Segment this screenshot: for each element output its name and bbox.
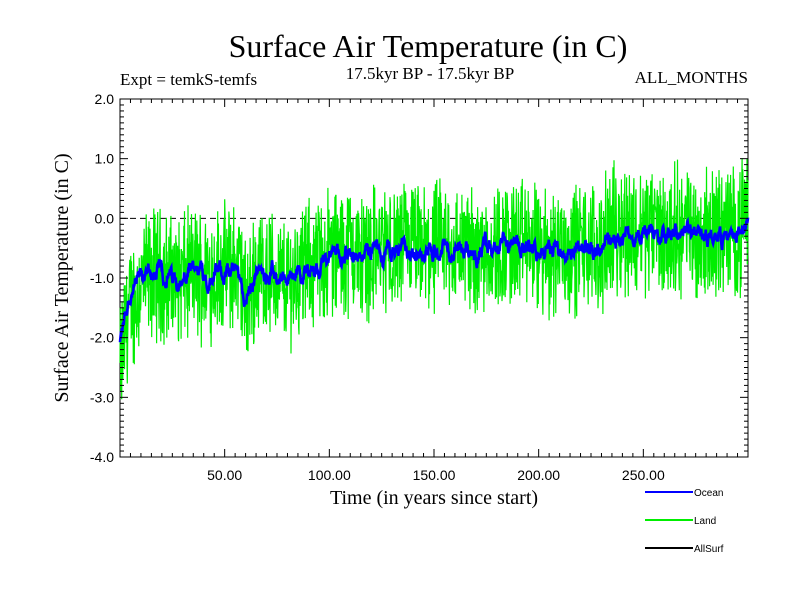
months-label: ALL_MONTHS [635,68,748,87]
legend-label-land: Land [694,516,716,527]
series-layer [118,158,750,400]
period-label: 17.5kyr BP - 17.5kyr BP [346,64,514,83]
y-tick-label: -2.0 [90,330,114,346]
legend: Ocean Land AllSurf [645,488,724,555]
x-tick-label: 250.00 [622,467,665,483]
y-tick-label: -1.0 [90,270,114,286]
legend-label-allsurf: AllSurf [694,544,724,555]
x-axis-label: Time (in years since start) [330,487,538,509]
experiment-label: Expt = temkS-temfs [120,70,257,89]
y-axis-label: Surface Air Temperature (in C) [51,153,73,402]
y-tick-label: 0.0 [95,210,115,226]
land-series-line [119,158,749,400]
y-ticks: -4.0 -3.0 -2.0 -1.0 0.0 1.0 2.0 [90,91,748,465]
x-tick-label: 100.00 [308,467,351,483]
x-tick-label: 150.00 [413,467,456,483]
y-tick-label: 1.0 [95,151,115,167]
legend-label-ocean: Ocean [694,488,723,499]
y-tick-label: -3.0 [90,389,114,405]
x-tick-label: 200.00 [517,467,560,483]
y-tick-label: 2.0 [95,91,115,107]
y-tick-label: -4.0 [90,449,114,465]
plot-area: 50.00 100.00 150.00 200.00 250.00 -4.0 -3.0 -2… [90,91,750,483]
chart-title: Surface Air Temperature (in C) [229,28,628,64]
x-tick-label: 50.00 [207,467,242,483]
ocean-series-line [118,216,750,343]
x-ticks: 50.00 100.00 150.00 200.00 250.00 [119,99,749,483]
